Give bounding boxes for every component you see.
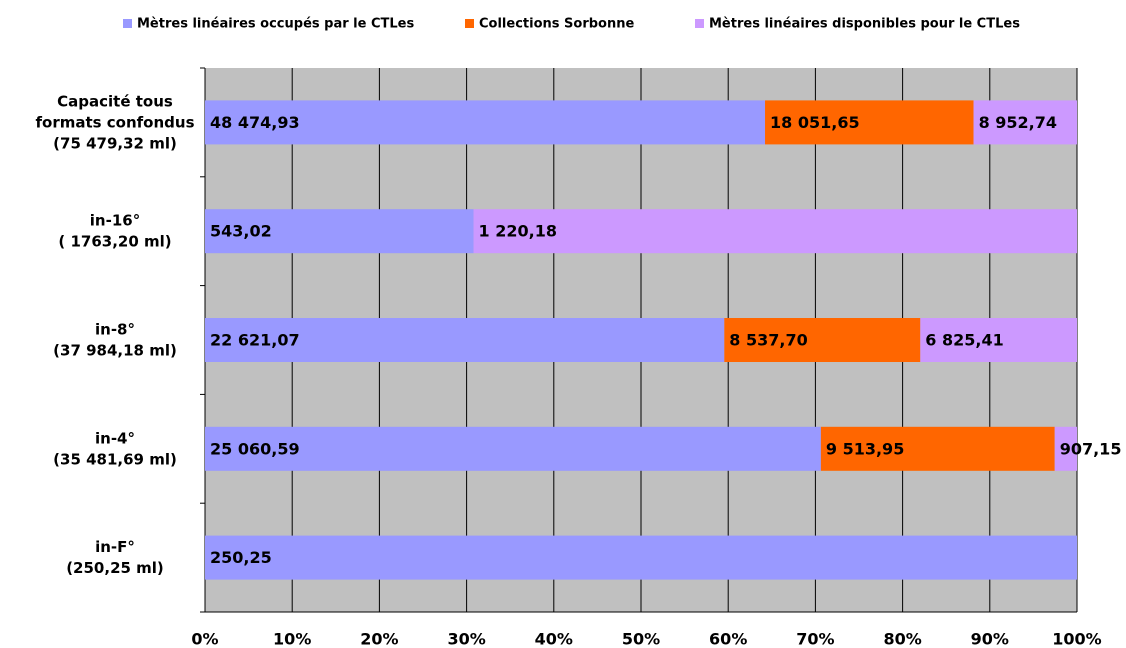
- bar: [205, 209, 474, 254]
- y-tick-label-line: (35 481,69 ml): [53, 450, 177, 468]
- value-label: 48 474,93: [210, 113, 300, 132]
- legend-label: Collections Sorbonne: [479, 17, 634, 32]
- x-tick-label: 80%: [883, 630, 921, 648]
- value-label: 8 537,70: [729, 331, 807, 350]
- bar: [920, 318, 1077, 362]
- value-label: 9 513,95: [826, 439, 904, 458]
- y-tick-label-line: in-4°: [95, 429, 135, 447]
- y-tick-label-line: (250,25 ml): [66, 559, 164, 577]
- legend-swatch: [123, 19, 132, 28]
- value-label: 543,02: [210, 222, 272, 241]
- y-tick-label: Capacité tous formats confondus (75 479,32…: [35, 92, 194, 152]
- value-label: 907,15: [1060, 439, 1122, 458]
- y-tick-label-line: (75 479,32 ml): [53, 134, 177, 152]
- legend-label: Mètres linéaires disponibles pour le CTL…: [709, 17, 1020, 32]
- x-tick-label: 70%: [796, 630, 834, 648]
- value-label: 6 825,41: [925, 331, 1003, 350]
- value-label: 18 051,65: [770, 113, 860, 132]
- x-tick-label: 50%: [622, 630, 660, 648]
- value-label: 22 621,07: [210, 331, 300, 350]
- bar: [205, 318, 725, 362]
- bar: [205, 535, 1077, 580]
- y-tick-label-line: in-16°: [90, 211, 140, 229]
- x-tick-label: 60%: [709, 630, 747, 648]
- value-label: 8 952,74: [979, 113, 1057, 132]
- y-tick-label: in-16° ( 1763,20 ml): [58, 211, 171, 250]
- legend-label: Mètres linéaires occupés par le CTLes: [137, 17, 414, 32]
- bar: [205, 100, 766, 145]
- value-label: 25 060,59: [210, 439, 300, 458]
- y-tick-label: in-4° (35 481,69 ml): [53, 429, 177, 468]
- x-tick-label: 10%: [273, 630, 311, 648]
- y-tick-label-line: (37 984,18 ml): [53, 341, 177, 359]
- x-tick-label: 40%: [535, 630, 573, 648]
- value-label: 250,25: [210, 548, 272, 567]
- bar: [820, 426, 1055, 471]
- x-tick-label: 20%: [360, 630, 398, 648]
- bar: [973, 100, 1077, 145]
- y-tick-label: in-8° (37 984,18 ml): [53, 320, 177, 359]
- bar: [765, 100, 974, 145]
- x-tick-label: 30%: [447, 630, 485, 648]
- bar: [473, 209, 1077, 254]
- y-tick-label-line: formats confondus: [35, 113, 194, 131]
- legend-swatch: [695, 19, 704, 28]
- value-label: 1 220,18: [479, 222, 557, 241]
- x-tick-label: 90%: [971, 630, 1009, 648]
- x-tick-label: 100%: [1052, 630, 1101, 648]
- y-tick-label-line: Capacité tous: [57, 92, 173, 110]
- y-tick-label-line: ( 1763,20 ml): [58, 232, 171, 250]
- bar: [1054, 426, 1077, 471]
- y-tick-label-line: in-8°: [95, 320, 135, 338]
- bar: [724, 318, 921, 362]
- y-tick-label-line: in-F°: [95, 538, 135, 556]
- bar: [205, 426, 821, 471]
- y-tick-label: in-F° (250,25 ml): [66, 538, 164, 577]
- x-tick-label: 0%: [191, 630, 218, 648]
- legend-swatch: [465, 19, 474, 28]
